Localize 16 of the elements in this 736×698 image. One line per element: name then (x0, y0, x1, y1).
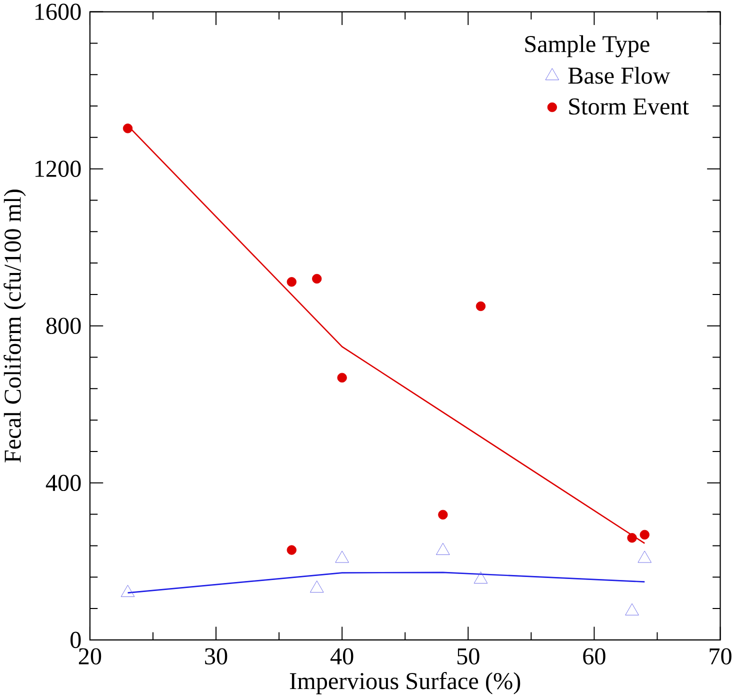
y-tick-label: 1600 (35, 4, 81, 20)
legend-label: Base Flow (568, 66, 670, 84)
legend-title: Sample Type (525, 35, 650, 58)
legend-label: Storm Event (569, 98, 689, 115)
y-tick-label: 800 (46, 318, 81, 334)
x-tick-label: 50 (457, 648, 480, 665)
x-tick-label: 60 (583, 648, 606, 665)
y-tick-label: 1200 (35, 160, 81, 178)
y-axis-title: Fecal Coliform (cfu/100 ml) (4, 190, 26, 462)
x-axis-title: Impervious Surface (%) (290, 672, 520, 694)
y-tick-label: 400 (46, 474, 81, 492)
x-tick-label: 20 (78, 648, 102, 665)
x-tick-label: 40 (330, 648, 354, 665)
y-tick-label: 0 (70, 632, 81, 648)
x-tick-label: 70 (710, 648, 732, 665)
x-tick-label: 30 (205, 648, 228, 665)
